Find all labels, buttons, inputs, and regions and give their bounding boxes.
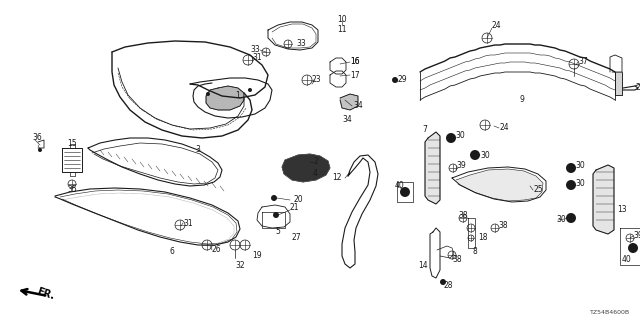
Text: 20: 20	[293, 196, 303, 204]
Text: 16: 16	[350, 58, 360, 67]
Text: 38: 38	[498, 221, 508, 230]
Polygon shape	[456, 169, 543, 201]
Polygon shape	[615, 72, 622, 95]
Text: 38: 38	[452, 254, 461, 263]
Text: 30: 30	[575, 179, 585, 188]
Ellipse shape	[566, 180, 576, 190]
Ellipse shape	[440, 279, 446, 285]
Text: 30: 30	[455, 132, 465, 140]
Text: 10: 10	[337, 15, 347, 25]
Text: 9: 9	[520, 95, 524, 105]
Text: 31: 31	[252, 52, 262, 61]
Text: 29: 29	[398, 76, 408, 84]
Text: 13: 13	[617, 205, 627, 214]
Text: 11: 11	[337, 26, 347, 35]
Text: 24: 24	[492, 21, 502, 30]
Text: 39: 39	[633, 230, 640, 239]
Ellipse shape	[273, 212, 279, 218]
Text: 19: 19	[252, 252, 262, 260]
Text: 32: 32	[235, 260, 245, 269]
Ellipse shape	[446, 133, 456, 143]
Polygon shape	[340, 94, 358, 110]
Ellipse shape	[248, 88, 252, 92]
Text: 40: 40	[622, 255, 632, 265]
Ellipse shape	[38, 148, 42, 152]
Text: 23: 23	[312, 76, 322, 84]
Text: 30: 30	[480, 150, 490, 159]
Ellipse shape	[271, 195, 277, 201]
Text: TZ54B4600B: TZ54B4600B	[590, 310, 630, 315]
Text: 21: 21	[290, 204, 300, 212]
Text: 33: 33	[296, 39, 306, 49]
Text: 1: 1	[236, 92, 241, 100]
Text: 33: 33	[250, 45, 260, 54]
Ellipse shape	[400, 187, 410, 197]
Ellipse shape	[628, 243, 638, 253]
Ellipse shape	[206, 92, 210, 96]
Text: 22: 22	[635, 84, 640, 92]
Polygon shape	[425, 132, 440, 204]
Ellipse shape	[470, 150, 480, 160]
Text: 37: 37	[578, 58, 588, 67]
Text: 36: 36	[32, 133, 42, 142]
Text: 34: 34	[353, 101, 363, 110]
Text: 38: 38	[458, 212, 468, 220]
Text: 27: 27	[292, 234, 301, 243]
Text: 3: 3	[195, 146, 200, 155]
Text: 34: 34	[342, 116, 352, 124]
Text: 2: 2	[313, 157, 317, 166]
Text: 16: 16	[350, 58, 360, 67]
Text: 40: 40	[395, 180, 404, 189]
Polygon shape	[593, 165, 614, 234]
Text: FR.: FR.	[35, 286, 56, 301]
Text: 39: 39	[456, 162, 466, 171]
Text: 18: 18	[478, 234, 488, 243]
Text: 5: 5	[276, 228, 280, 236]
Text: 7: 7	[422, 125, 428, 134]
Polygon shape	[282, 154, 330, 182]
Text: 14: 14	[419, 260, 428, 269]
Ellipse shape	[566, 163, 576, 173]
Text: 35: 35	[67, 186, 77, 195]
Text: 30: 30	[556, 215, 566, 225]
Text: 4: 4	[313, 170, 318, 179]
Text: 12: 12	[333, 173, 342, 182]
Text: 8: 8	[472, 247, 477, 257]
Ellipse shape	[566, 213, 576, 223]
Text: 28: 28	[443, 282, 452, 291]
Text: 30: 30	[575, 162, 585, 171]
Text: 31: 31	[183, 219, 193, 228]
Text: 26: 26	[212, 245, 221, 254]
Text: 24: 24	[499, 124, 509, 132]
Polygon shape	[206, 86, 244, 110]
Text: 25: 25	[534, 186, 543, 195]
Text: 17: 17	[350, 70, 360, 79]
Text: 15: 15	[67, 139, 77, 148]
Text: 6: 6	[170, 247, 175, 257]
Ellipse shape	[392, 77, 398, 83]
